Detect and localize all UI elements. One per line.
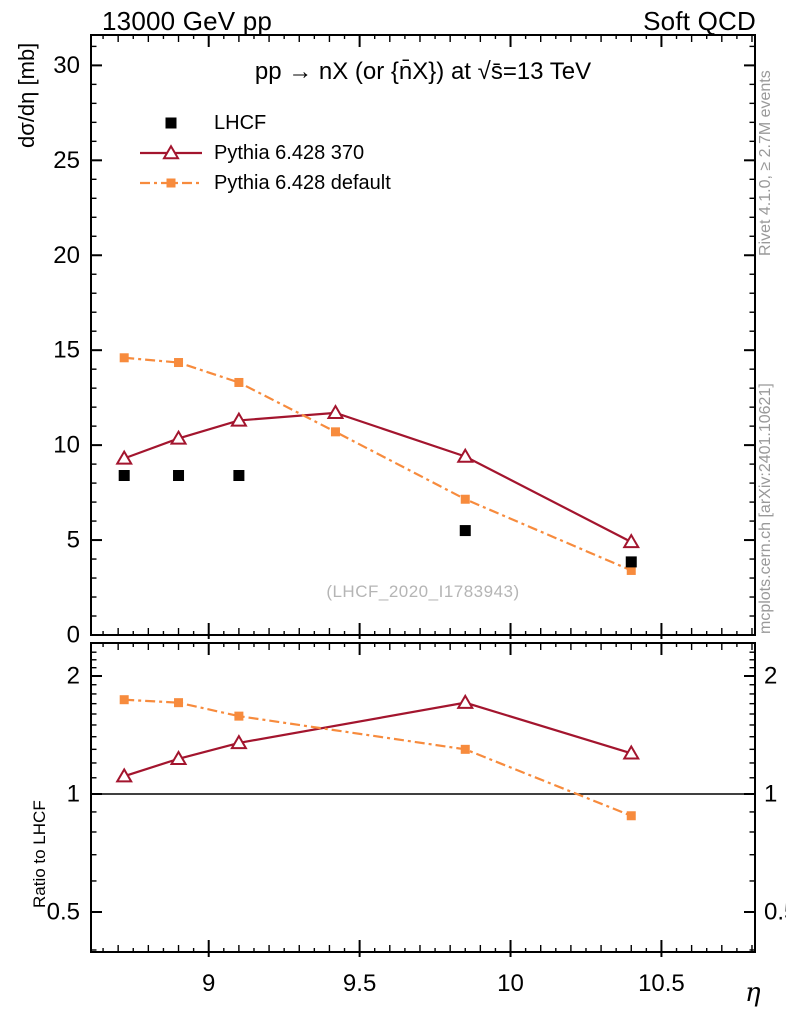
svg-text:10: 10 [497,970,524,997]
svg-text:1: 1 [764,781,777,808]
mcplots-attribution-note: mcplots.cern.ch [arXiv:2401.10621] [757,383,774,634]
svg-text:10.5: 10.5 [638,970,685,997]
legend-item-pythia370: Pythia 6.428 370 [138,138,391,168]
series-pythia370-main [115,404,640,549]
x-axis-ticks [102,35,753,957]
svg-text:9: 9 [202,970,215,997]
header-beam-energy: 13000 GeV pp [102,6,273,36]
svg-text:25: 25 [53,147,80,174]
svg-text:0: 0 [67,622,80,649]
svg-text:1: 1 [67,781,80,808]
y-axis-label-ratio: Ratio to LHCF [30,800,49,908]
svg-text:0.5: 0.5 [764,899,786,926]
svg-text:9.5: 9.5 [343,970,376,997]
plot-title: pp → nX (or {n̄X}) at √s̄=13 TeV [254,58,592,85]
series-pythia_default-main [119,353,636,575]
legend-marker-pythia370 [140,144,202,160]
svg-text:10: 10 [53,432,80,459]
svg-text:20: 20 [53,242,80,269]
y-axis-label-main: dσ/dη [mb] [14,42,39,148]
legend-label-pythia370: Pythia 6.428 370 [214,141,365,164]
ratio-y-axis-ticks [91,651,755,951]
x-axis-tick-labels: 9 9.5 10 10.5 [202,970,685,997]
analysis-id-watermark: (LHCF_2020_I1783943) [326,582,520,601]
svg-text:0.5: 0.5 [47,899,80,926]
main-y-axis-ticks [91,45,755,617]
series-pythia370-ratio [115,693,640,783]
legend-label-pythia-default: Pythia 6.428 default [214,171,391,194]
svg-text:2: 2 [67,663,80,690]
svg-text:2: 2 [764,663,777,690]
legend-label-lhcf: LHCF [214,111,267,134]
svg-text:15: 15 [53,337,80,364]
main-y-axis-tick-labels: 0 5 10 15 20 25 30 [53,52,80,649]
x-axis-label-eta: η [745,978,761,1008]
legend-marker-pythia-default [140,178,202,188]
ratio-y-axis-tick-labels: 0.5 0.5 1 1 2 2 [47,663,786,926]
legend-item-pythia-default: Pythia 6.428 default [138,168,391,198]
series-lhcf-main [118,470,637,568]
series-pythia_default-ratio [119,695,636,821]
panel-frames [90,34,756,953]
legend-marker-lhcf [165,117,177,129]
header-process-group: Soft QCD [643,6,756,36]
legend-item-lhcf: LHCF [138,108,391,138]
rivet-version-note: Rivet 4.1.0, ≥ 2.7M events [757,70,774,256]
legend: LHCF Pythia 6.428 370 Pythia 6.428 defau… [138,108,391,198]
svg-text:30: 30 [53,52,80,79]
svg-text:5: 5 [67,527,80,554]
